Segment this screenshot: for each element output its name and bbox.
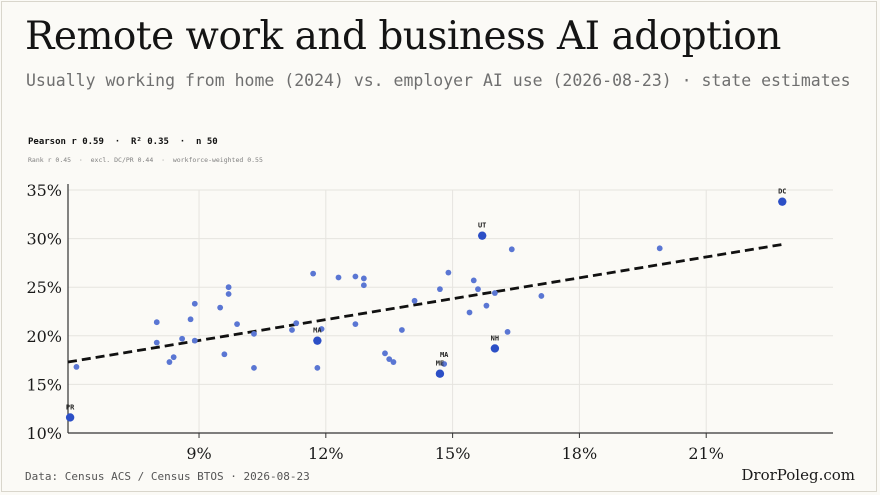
point-label-nh: NH xyxy=(491,334,499,342)
r2-label: R² xyxy=(130,137,142,147)
data-point xyxy=(483,302,490,309)
data-point xyxy=(179,335,186,342)
highlight-point-ma xyxy=(313,336,322,345)
x-tick-label: 15% xyxy=(435,444,471,463)
y-tick-label: 20% xyxy=(26,327,62,346)
data-point xyxy=(656,245,663,252)
point-label-ma: MA xyxy=(313,327,322,335)
data-point xyxy=(441,361,448,367)
data-point xyxy=(166,359,173,365)
pearson-value: 0.59 xyxy=(82,137,104,147)
y-tick-label: 35% xyxy=(26,181,62,200)
data-point xyxy=(411,297,418,304)
chart-axes xyxy=(67,184,833,438)
x-tick-label: 21% xyxy=(688,444,724,463)
data-point xyxy=(314,364,321,371)
y-tick-label: 10% xyxy=(26,424,62,443)
y-tick-label: 30% xyxy=(26,230,62,249)
data-point xyxy=(360,282,367,289)
data-point xyxy=(153,339,160,346)
chart-subtitle: Usually working from home (2024) vs. emp… xyxy=(26,71,851,90)
point-label-ut: UT xyxy=(478,222,486,230)
pearson-label: Pearson r xyxy=(28,137,77,147)
data-point xyxy=(221,351,228,358)
rank-value: 0.45 xyxy=(55,156,72,164)
y-tick-label: 15% xyxy=(26,375,62,394)
data-point xyxy=(538,293,545,299)
trend-line xyxy=(67,243,783,364)
data-point xyxy=(153,319,160,326)
data-point xyxy=(251,364,257,371)
data-point xyxy=(390,359,397,365)
weighted-value: 0.55 xyxy=(247,156,263,164)
stats-primary: Pearson r 0.59 · R² 0.35 · n 50 xyxy=(28,137,218,147)
highlight-point-pr xyxy=(65,413,75,422)
chart-title: Remote work and business AI adoption xyxy=(25,14,781,59)
grid-lines xyxy=(68,189,833,434)
data-point xyxy=(170,354,177,361)
data-point xyxy=(310,270,317,277)
data-point xyxy=(360,275,367,282)
point-label-pr: PR xyxy=(66,403,75,411)
data-point xyxy=(508,246,515,253)
source-note: Data: Census ACS / Census BTOS · 2026-08… xyxy=(25,470,310,483)
data-point xyxy=(225,291,232,297)
weighted-label: workforce-weighted xyxy=(172,156,244,164)
data-point xyxy=(293,320,300,327)
data-point xyxy=(475,286,481,293)
highlight-point-ut xyxy=(477,231,487,240)
data-point xyxy=(352,273,359,280)
trend-line-group xyxy=(67,243,783,364)
data-point xyxy=(445,269,452,276)
data-point xyxy=(386,356,393,363)
point-label-extra: MA xyxy=(440,351,449,359)
data-point xyxy=(437,286,443,293)
brand-credit: DrorPoleg.com xyxy=(741,466,855,484)
n-value: 50 xyxy=(206,137,218,147)
data-point xyxy=(382,350,388,357)
data-point xyxy=(491,290,498,296)
r2-value: 0.35 xyxy=(147,137,169,147)
data-point xyxy=(398,327,405,333)
x-tick-label: 18% xyxy=(562,444,598,463)
highlight-point-dc xyxy=(778,197,787,206)
data-point xyxy=(191,337,198,344)
data-point xyxy=(187,316,194,323)
data-point xyxy=(217,304,224,311)
highlight-point-me xyxy=(435,369,445,378)
stats-secondary: Rank r 0.45 · excl. DC/PR 0.44 · workfor… xyxy=(28,156,263,164)
excl-label: excl. DC/PR xyxy=(90,156,134,164)
x-tick-label: 9% xyxy=(186,444,211,463)
point-label-me: ME xyxy=(436,360,444,368)
data-point xyxy=(335,274,342,281)
tick-labels: 10% 15% 20% 25% 30% 35% 9% 12% 15% 18% 21% xyxy=(26,181,724,463)
point-label-dc: DC xyxy=(778,188,786,196)
x-tick-label: 12% xyxy=(308,444,344,463)
data-point xyxy=(191,300,198,307)
data-point xyxy=(234,321,240,328)
data-point xyxy=(318,326,325,332)
data-point xyxy=(289,327,295,333)
data-point xyxy=(73,364,80,370)
rank-label: Rank r xyxy=(28,156,52,164)
data-point xyxy=(352,321,359,328)
n-label: n xyxy=(196,137,202,147)
data-point xyxy=(466,309,473,316)
data-points xyxy=(65,197,787,422)
data-point xyxy=(504,329,511,335)
excl-value: 0.44 xyxy=(137,156,154,164)
highlight-point-nh xyxy=(490,344,500,353)
y-tick-label: 25% xyxy=(26,278,62,297)
data-point xyxy=(225,284,232,291)
data-point xyxy=(251,330,257,337)
data-point xyxy=(470,277,477,284)
